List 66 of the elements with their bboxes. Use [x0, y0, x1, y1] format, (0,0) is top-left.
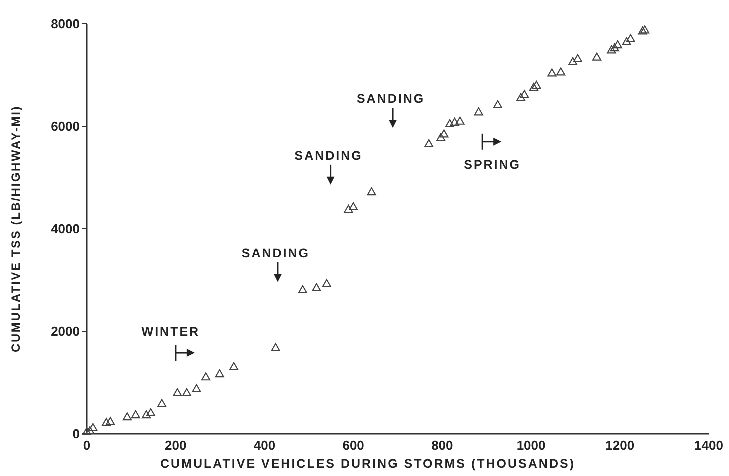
- point: [102, 418, 112, 426]
- point: [158, 399, 167, 408]
- point: [474, 108, 484, 116]
- x-tick-label: 1000: [516, 438, 546, 453]
- point: [131, 410, 140, 419]
- x-axis-title: CUMULATIVE VEHICLES DURING STORMS (THOUSANDS): [160, 457, 576, 471]
- point: [436, 133, 446, 142]
- point: [520, 90, 530, 98]
- point: [146, 408, 156, 417]
- point: [182, 388, 192, 397]
- y-axis-title: CUMULATIVE TSS (LB/HIGHWAY-MI): [9, 106, 23, 352]
- point: [86, 426, 95, 434]
- y-tick-label: 4000: [51, 222, 80, 237]
- point: [424, 139, 434, 148]
- annotation: SANDING: [356, 92, 426, 106]
- point: [613, 40, 622, 49]
- x-tick-label: 0: [83, 438, 91, 453]
- point: [192, 384, 202, 392]
- point: [88, 423, 98, 432]
- point: [622, 37, 632, 46]
- y-tick-label: 8000: [51, 16, 80, 32]
- point: [349, 202, 358, 211]
- point: [142, 410, 152, 419]
- x-tick-label: 1200: [606, 438, 635, 453]
- point: [106, 417, 116, 426]
- point: [450, 118, 460, 126]
- point: [640, 26, 650, 34]
- point: [607, 46, 616, 54]
- point: [202, 372, 211, 381]
- point: [173, 388, 182, 397]
- point: [322, 279, 332, 288]
- y-tick-label: 2000: [51, 324, 80, 340]
- point: [592, 52, 602, 61]
- point: [215, 369, 224, 378]
- point: [532, 80, 542, 90]
- annotation: SANDING: [242, 246, 310, 260]
- annotation: WINTER: [142, 325, 200, 340]
- point: [529, 83, 538, 92]
- x-tick-label: 600: [342, 438, 364, 453]
- point: [367, 188, 376, 196]
- point: [568, 57, 578, 66]
- point: [638, 26, 648, 35]
- point: [312, 283, 322, 292]
- point: [556, 68, 566, 76]
- point: [271, 343, 280, 352]
- point: [456, 116, 465, 125]
- point: [298, 285, 308, 294]
- x-tick-label: 800: [432, 438, 454, 453]
- point: [548, 68, 557, 77]
- x-tick-label: 400: [254, 438, 276, 453]
- point: [573, 54, 582, 62]
- x-tick-label: 200: [165, 438, 187, 453]
- point: [445, 119, 455, 128]
- annotation: SPRING: [464, 158, 522, 172]
- point: [230, 362, 239, 370]
- x-tick-label: 1400: [694, 438, 724, 453]
- point: [516, 93, 526, 102]
- annotation: SANDING: [294, 148, 363, 163]
- point: [626, 34, 636, 42]
- y-tick-label: 6000: [51, 119, 80, 134]
- point: [440, 130, 449, 138]
- point: [122, 412, 132, 421]
- point: [493, 100, 503, 109]
- y-tick-label: 0: [72, 426, 80, 442]
- point: [610, 44, 620, 52]
- point: [344, 204, 354, 214]
